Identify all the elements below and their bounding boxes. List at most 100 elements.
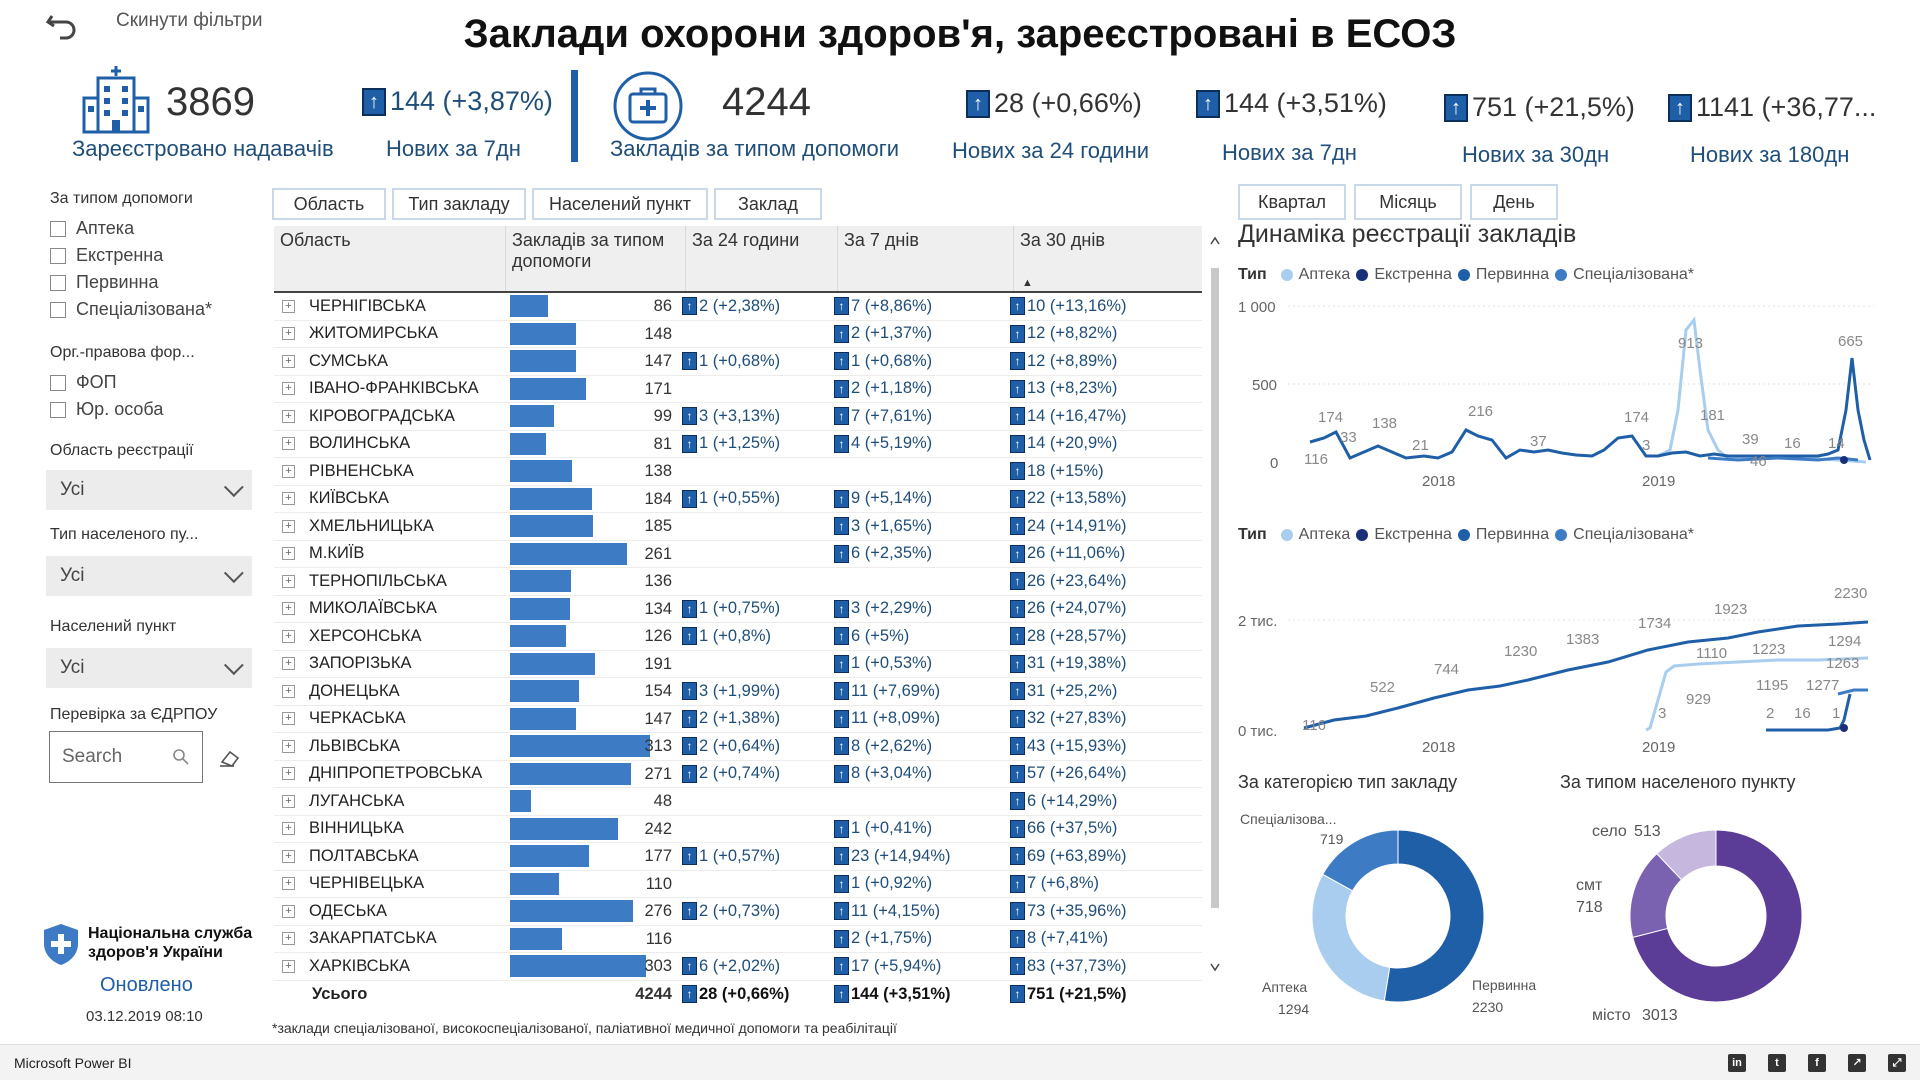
table-row[interactable]: + ВІННИЦЬКА 242 ↑ 1 (+0,41%) ↑ 66 (+37,5%) bbox=[274, 816, 1202, 843]
fullscreen-icon[interactable]: ⤢ bbox=[1888, 1053, 1906, 1072]
linkedin-icon[interactable]: in bbox=[1728, 1053, 1746, 1072]
expand-icon[interactable]: + bbox=[282, 932, 295, 946]
expand-icon[interactable]: + bbox=[282, 437, 295, 451]
expand-icon[interactable]: + bbox=[282, 464, 295, 478]
table-row[interactable]: + КІРОВОГРАДСЬКА 99 ↑ 3 (+3,13%) ↑ 7 (+7,61%) ↑… bbox=[274, 403, 1202, 431]
table-row[interactable]: + ОДЕСЬКА 276 ↑ 2 (+0,73%) ↑ 11 (+4,15%) ↑ 73 (+… bbox=[274, 898, 1202, 926]
table-row[interactable]: + ЛУГАНСЬКА 48 ↑ 6 (+14,29%) bbox=[274, 788, 1202, 816]
expand-icon[interactable]: + bbox=[282, 767, 295, 781]
table-row[interactable]: + ЖИТОМИРСЬКА 148 ↑ 2 (+1,37%) ↑ 12 (+8,82%) bbox=[274, 321, 1202, 348]
data-label: 14 bbox=[1828, 435, 1845, 452]
table-row[interactable]: + ЧЕРКАСЬКА 147 ↑ 2 (+1,38%) ↑ 11 (+8,09%) ↑ 32 … bbox=[274, 706, 1202, 733]
table-row[interactable]: + ЛЬВІВСЬКА 313 ↑ 2 (+0,64%) ↑ 8 (+2,62%) ↑ 43 (… bbox=[274, 733, 1202, 761]
type-option-specialized[interactable]: Спеціалізована* bbox=[50, 296, 212, 323]
tab-region[interactable]: Область bbox=[272, 188, 386, 220]
donut-slice[interactable] bbox=[1383, 829, 1485, 1003]
expand-icon[interactable]: + bbox=[282, 629, 295, 643]
col-7d[interactable]: За 7 днів bbox=[838, 226, 1014, 291]
data-label: 33 bbox=[1340, 429, 1357, 446]
eraser-icon[interactable] bbox=[218, 748, 244, 768]
table-body: + ЧЕРНІГІВСЬКА 86 ↑ 2 (+2,38%) ↑ 7 (+8,86%) ↑ 10… bbox=[274, 291, 1202, 981]
expand-icon[interactable]: + bbox=[282, 409, 295, 423]
donut-slice[interactable] bbox=[1656, 829, 1717, 881]
tab-facility-type[interactable]: Тип закладу bbox=[392, 188, 526, 220]
col-region[interactable]: Область bbox=[274, 226, 506, 291]
table-row[interactable]: + ХЕРСОНСЬКА 126 ↑ 1 (+0,8%) ↑ 6 (+5%) ↑ 28 (+28… bbox=[274, 623, 1202, 651]
powerbi-brand[interactable]: Microsoft Power BI bbox=[14, 1054, 132, 1071]
arrow-up-icon: ↑ bbox=[1010, 902, 1025, 921]
table-row[interactable]: + ДНІПРОПЕТРОВСЬКА 271 ↑ 2 (+0,74%) ↑ 8 (+3,04… bbox=[274, 761, 1202, 788]
expand-icon[interactable]: + bbox=[282, 327, 295, 341]
expand-icon[interactable]: + bbox=[282, 354, 295, 368]
table-row[interactable]: + ЗАКАРПАТСЬКА 116 ↑ 2 (+1,75%) ↑ 8 (+7,41%) bbox=[274, 926, 1202, 953]
table-row[interactable]: + ІВАНО-ФРАНКІВСЬКА 171 ↑ 2 (+1,18%) ↑ 13 (+8,… bbox=[274, 376, 1202, 403]
expand-icon[interactable]: + bbox=[282, 739, 295, 753]
col-30d[interactable]: За 30 днів ▲ bbox=[1020, 230, 1105, 289]
count-bar bbox=[510, 762, 632, 785]
table-row[interactable]: + ХАРКІВСЬКА 303 ↑ 6 (+2,02%) ↑ 17 (+5,94%) ↑ 83… bbox=[274, 953, 1202, 981]
expand-icon[interactable]: + bbox=[282, 574, 295, 588]
expand-icon[interactable]: + bbox=[282, 547, 295, 561]
expand-icon[interactable]: + bbox=[282, 794, 295, 808]
table-row[interactable]: + ВОЛИНСЬКА 81 ↑ 1 (+1,25%) ↑ 4 (+5,19%) ↑ 14 (+… bbox=[274, 431, 1202, 458]
arrow-up-icon: ↑ bbox=[682, 709, 697, 728]
org-option-fop[interactable]: ФОП bbox=[50, 369, 163, 396]
twitter-icon[interactable]: t bbox=[1768, 1053, 1786, 1072]
table-row[interactable]: + ЗАПОРІЗЬКА 191 ↑ 1 (+0,53%) ↑ 31 (+19,38%) bbox=[274, 651, 1202, 678]
type-option-pharmacy[interactable]: Аптека bbox=[50, 215, 212, 242]
expand-icon[interactable]: + bbox=[282, 382, 295, 396]
tab-quarter[interactable]: Квартал bbox=[1238, 184, 1346, 220]
col-count[interactable]: Закладів за типом допомоги bbox=[506, 226, 686, 291]
expand-icon[interactable]: + bbox=[282, 849, 295, 863]
table-row[interactable]: + ДОНЕЦЬКА 154 ↑ 3 (+1,99%) ↑ 11 (+7,69%) ↑ 31 (… bbox=[274, 678, 1202, 706]
expand-icon[interactable]: + bbox=[282, 657, 295, 671]
table-row[interactable]: + М.КИЇВ 261 ↑ 6 (+2,35%) ↑ 26 (+11,06%) bbox=[274, 541, 1202, 568]
type-option-emergency[interactable]: Екстренна bbox=[50, 242, 212, 269]
table-row[interactable]: + МИКОЛАЇВСЬКА 134 ↑ 1 (+0,75%) ↑ 3 (+2,29%) ↑ 2… bbox=[274, 596, 1202, 623]
expand-icon[interactable]: + bbox=[282, 684, 295, 698]
expand-icon[interactable]: + bbox=[282, 602, 295, 616]
tab-month[interactable]: Місяць bbox=[1354, 184, 1462, 220]
expand-icon[interactable]: + bbox=[282, 299, 295, 313]
expand-icon[interactable]: + bbox=[282, 904, 295, 918]
period-tabs: Квартал Місяць День bbox=[1238, 184, 1558, 220]
table-row[interactable]: + ТЕРНОПІЛЬСЬКА 136 ↑ 26 (+23,64%) bbox=[274, 568, 1202, 596]
expand-icon[interactable]: + bbox=[282, 519, 295, 533]
new-7d-kpi: ↑ 144 (+3,51%) bbox=[1196, 88, 1387, 119]
search-icon[interactable] bbox=[172, 748, 190, 766]
org-option-legal[interactable]: Юр. особа bbox=[50, 396, 163, 423]
col-24h[interactable]: За 24 години bbox=[686, 226, 838, 291]
table-row[interactable]: + СУМСЬКА 147 ↑ 1 (+0,68%) ↑ 1 (+0,68%) ↑ 12 (+8… bbox=[274, 348, 1202, 376]
tab-day[interactable]: День bbox=[1470, 184, 1558, 220]
settlement-type-dropdown[interactable]: Усі bbox=[46, 556, 252, 596]
donut-slice[interactable] bbox=[1632, 829, 1803, 1003]
edrpou-heading: Перевірка за ЄДРПОУ bbox=[50, 706, 218, 723]
tab-facility[interactable]: Заклад bbox=[714, 188, 822, 220]
table-row[interactable]: + ХМЕЛЬНИЦЬКА 185 ↑ 3 (+1,65%) ↑ 24 (+14,91%) bbox=[274, 513, 1202, 541]
donut-slice[interactable] bbox=[1311, 873, 1391, 1002]
table-row[interactable]: + ПОЛТАВСЬКА 177 ↑ 1 (+0,57%) ↑ 23 (+14,94%) ↑ 6… bbox=[274, 843, 1202, 871]
table-row[interactable]: + КИЇВСЬКА 184 ↑ 1 (+0,55%) ↑ 9 (+5,14%) ↑ 22 (+… bbox=[274, 486, 1202, 513]
tab-settlement[interactable]: Населений пункт bbox=[532, 188, 708, 220]
expand-icon[interactable]: + bbox=[282, 877, 295, 891]
type-option-primary[interactable]: Первинна bbox=[50, 269, 212, 296]
reset-filters-button[interactable]: Скинути фільтри bbox=[116, 10, 263, 31]
table-row[interactable]: + ЧЕРНІВЕЦЬКА 110 ↑ 1 (+0,92%) ↑ 7 (+6,8%) bbox=[274, 871, 1202, 898]
facebook-icon[interactable]: f bbox=[1808, 1053, 1826, 1072]
count-bar bbox=[510, 735, 650, 758]
settlement-dropdown[interactable]: Усі bbox=[46, 648, 252, 688]
share-icon[interactable]: ↗ bbox=[1848, 1053, 1866, 1072]
slice-label: місто bbox=[1592, 1007, 1631, 1024]
donut-slice[interactable] bbox=[1322, 829, 1399, 892]
expand-icon[interactable]: + bbox=[282, 959, 295, 973]
region-dropdown[interactable]: Усі bbox=[46, 470, 252, 510]
table-row[interactable]: + ЧЕРНІГІВСЬКА 86 ↑ 2 (+2,38%) ↑ 7 (+8,86%) ↑ 10… bbox=[274, 293, 1202, 321]
table-scrollbar[interactable] bbox=[1208, 232, 1222, 980]
undo-icon[interactable] bbox=[44, 6, 80, 42]
edrpou-search-input[interactable]: Search bbox=[49, 731, 203, 783]
chart1-legend: Тип Аптека Екстренна Первинна Спеціалізо… bbox=[1238, 266, 1695, 283]
expand-icon[interactable]: + bbox=[282, 822, 295, 836]
expand-icon[interactable]: + bbox=[282, 492, 295, 506]
expand-icon[interactable]: + bbox=[282, 712, 295, 726]
table-row[interactable]: + РІВНЕНСЬКА 138 ↑ 18 (+15%) bbox=[274, 458, 1202, 486]
